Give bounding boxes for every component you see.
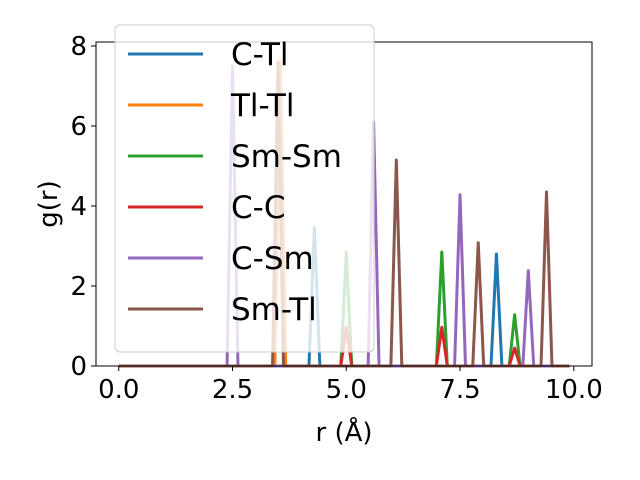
x-tick-label: 0.0 [98, 375, 139, 405]
legend-label: C-Tl [231, 37, 289, 73]
y-tick-label: 8 [70, 32, 87, 62]
legend-label: Sm-Sm [231, 139, 342, 175]
y-tick-label: 6 [70, 112, 87, 142]
y-tick-label: 4 [70, 192, 87, 222]
legend-box [114, 24, 375, 353]
legend-label: C-C [231, 190, 285, 226]
legend-label: C-Sm [231, 241, 314, 277]
x-tick-label: 10.0 [545, 375, 603, 405]
y-axis: 0 2 4 6 8 [70, 32, 96, 382]
x-axis-label: r (Å) [315, 416, 372, 448]
y-tick-label: 2 [70, 272, 87, 302]
y-axis-label: g(r) [34, 180, 64, 227]
y-tick-label: 0 [70, 352, 87, 382]
x-tick-label: 2.5 [212, 375, 253, 405]
x-axis: 0.0 2.5 5.0 7.5 10.0 [98, 366, 603, 405]
legend-label: Sm-Tl [231, 292, 317, 328]
legend: C-Tl Tl-Tl Sm-Sm C-C C-Sm Sm-Tl [114, 24, 375, 353]
legend-label: Tl-Tl [230, 88, 294, 124]
x-tick-label: 7.5 [439, 375, 480, 405]
x-tick-label: 5.0 [326, 375, 367, 405]
